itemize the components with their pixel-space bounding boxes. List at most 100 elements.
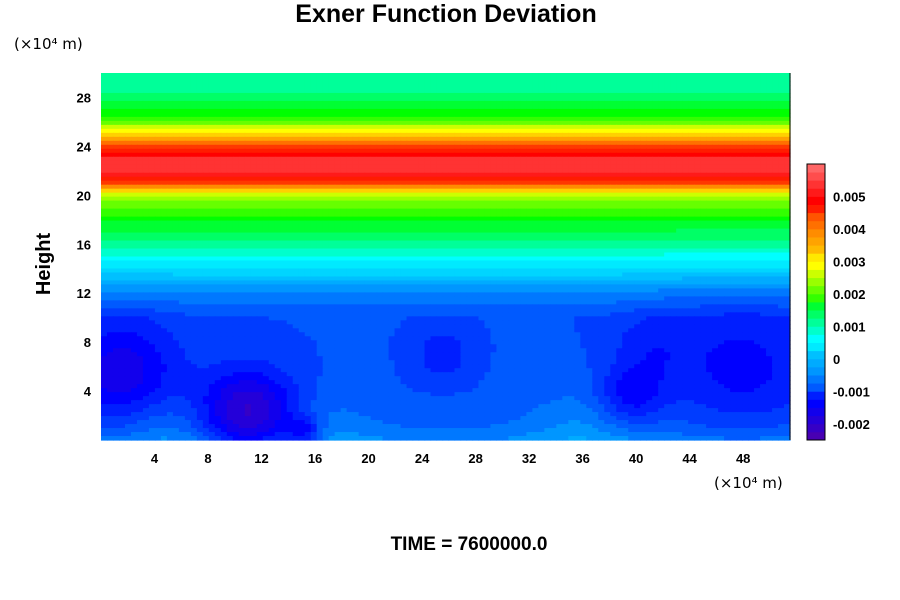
heatmap-cell [526,132,533,138]
heatmap-cell [742,208,749,214]
heatmap-cell [400,144,408,150]
heatmap-cell [364,232,372,238]
heatmap-cell [178,136,186,142]
heatmap-cell [610,76,617,82]
heatmap-cell [448,128,456,134]
heatmap-cell [304,104,312,110]
heatmap-cell [310,144,318,150]
heatmap-cell [118,76,126,82]
heatmap-cell [148,84,156,90]
heatmap-cell [616,136,623,142]
heatmap-cell [280,140,288,146]
heatmap-cell [604,236,611,242]
heatmap-cell [760,96,767,102]
heatmap-cell [202,104,210,110]
heatmap-cell [784,192,791,198]
heatmap-cell [532,124,539,130]
heatmap-cell [748,192,755,198]
heatmap-cell [232,116,240,122]
heatmap-cell [748,124,755,130]
heatmap-cell [364,184,372,190]
heatmap-cell [112,116,120,122]
heatmap-cell [160,80,168,86]
heatmap-cell [484,160,492,166]
heatmap-cell [172,152,180,158]
heatmap-cell [562,176,569,182]
heatmap-cell [670,172,677,178]
heatmap-cell [472,73,480,78]
heatmap-cell [124,244,132,250]
heatmap-cell [700,76,707,82]
heatmap-cell [496,84,504,90]
heatmap-cell [454,224,462,230]
heatmap-cell [502,200,510,206]
heatmap-cell [712,112,719,118]
heatmap-cell [646,124,653,130]
heatmap-cell [136,212,144,218]
heatmap-cell [250,140,258,146]
heatmap-cell [622,236,629,242]
heatmap-cell [220,216,228,222]
heatmap-cell [358,244,366,250]
heatmap-cell [580,236,587,242]
heatmap-cell [112,184,120,190]
heatmap-cell [544,176,551,182]
heatmap-cell [370,172,378,178]
heatmap-cell [652,176,659,182]
heatmap-cell [178,212,186,218]
heatmap-cell [346,108,354,114]
heatmap-cell [694,228,701,234]
heatmap-cell [286,244,294,250]
heatmap-cell [148,100,156,106]
heatmap-cell [388,224,396,230]
heatmap-cell [598,204,605,210]
heatmap-cell [700,164,707,170]
heatmap-cell [508,96,515,102]
heatmap-cell [142,108,150,114]
heatmap-cell [268,160,276,166]
heatmap-cell [430,220,438,226]
heatmap-cell [706,220,713,226]
heatmap-cell [496,96,504,102]
heatmap-cell [136,188,144,194]
heatmap-cell [184,128,192,134]
heatmap-cell [700,80,707,86]
heatmap-cell [196,236,204,242]
heatmap-cell [718,172,725,178]
heatmap-cell [604,140,611,146]
heatmap-cell [142,160,150,166]
heatmap-cell [652,156,659,162]
heatmap-cell [160,120,168,126]
heatmap-cell [286,232,294,238]
heatmap-cell [340,76,348,82]
heatmap-cell [352,124,360,130]
heatmap-cell [232,220,240,226]
heatmap-cell [460,88,468,94]
heatmap-cell [676,180,683,186]
heatmap-cell [544,136,551,142]
heatmap-cell [724,168,731,174]
heatmap-cell [586,188,593,194]
heatmap-cell [604,168,611,174]
heatmap-cell [142,196,150,202]
heatmap-cell [112,216,120,222]
heatmap-cell [718,124,725,130]
heatmap-cell [538,80,545,86]
heatmap-cell [448,104,456,110]
heatmap-cell [118,140,126,146]
heatmap-cell [244,220,252,226]
heatmap-cell [514,176,521,182]
heatmap-cell [376,104,384,110]
heatmap-cell [178,156,186,162]
heatmap-cell [472,208,480,214]
heatmap-cell [322,76,330,82]
heatmap-cell [580,120,587,126]
heatmap-cell [784,120,791,126]
heatmap-cell [478,228,486,234]
heatmap-cell [436,112,444,118]
heatmap-cell [604,196,611,202]
heatmap-cell [460,208,468,214]
heatmap-cell [226,220,234,226]
heatmap-cell [574,152,581,158]
heatmap-cell [310,200,318,206]
